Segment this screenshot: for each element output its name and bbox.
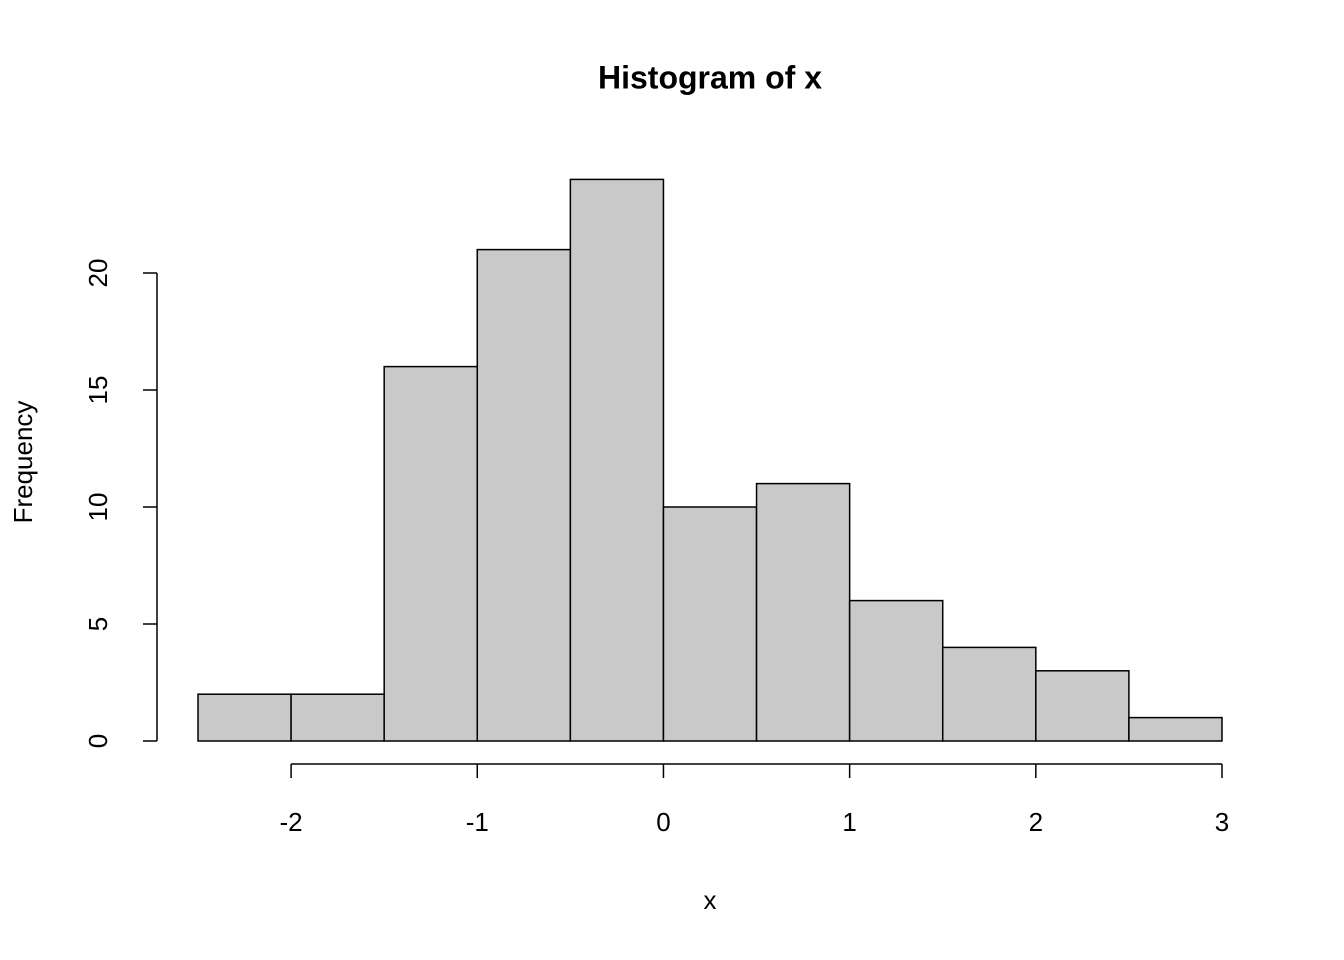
bar [848, 599, 944, 742]
bar [197, 693, 292, 742]
bar [383, 365, 479, 742]
x-tick-label: 3 [1215, 807, 1229, 837]
y-tick-label: 0 [83, 734, 113, 748]
bar [476, 248, 572, 742]
bar [1035, 670, 1130, 742]
x-tick-label: -2 [280, 807, 303, 837]
y-tick-label: 20 [83, 259, 113, 288]
y-tick-label: 15 [83, 376, 113, 405]
bar [1128, 716, 1223, 742]
bar [662, 506, 758, 742]
x-tick-label: 0 [656, 807, 670, 837]
bar [569, 178, 665, 742]
bar [290, 693, 385, 742]
chart-title: Histogram of x [598, 59, 822, 95]
x-axis-label: x [704, 885, 717, 915]
bar [755, 482, 851, 742]
y-tick-label: 5 [83, 617, 113, 631]
x-tick-label: -1 [466, 807, 489, 837]
bar [941, 646, 1037, 742]
x-tick-label: 1 [842, 807, 856, 837]
y-axis-label: Frequency [8, 401, 38, 524]
y-tick-label: 10 [83, 493, 113, 522]
x-tick-label: 2 [1029, 807, 1043, 837]
